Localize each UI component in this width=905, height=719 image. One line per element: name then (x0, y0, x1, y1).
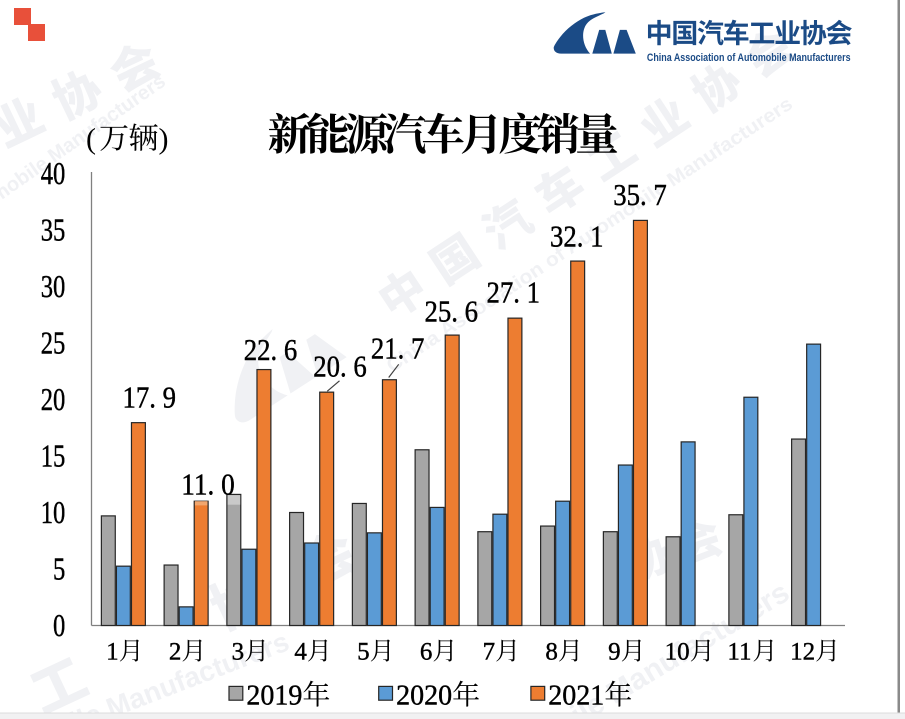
svg-text:22. 6: 22. 6 (244, 332, 298, 367)
svg-text:30: 30 (41, 269, 66, 304)
svg-text:10: 10 (41, 495, 66, 530)
svg-text:2020: 2020 (396, 681, 452, 712)
svg-text:5: 5 (357, 639, 370, 666)
svg-text:2021: 2021 (548, 681, 604, 712)
svg-text:12: 12 (790, 639, 815, 666)
svg-text:25: 25 (41, 325, 66, 360)
svg-text:11: 11 (727, 639, 751, 666)
svg-text:0: 0 (53, 608, 65, 643)
svg-text:8: 8 (545, 639, 558, 666)
svg-text:5: 5 (53, 551, 65, 586)
svg-text:(: ( (86, 123, 96, 156)
svg-text:10: 10 (665, 639, 690, 666)
svg-text:9: 9 (608, 639, 621, 666)
svg-text:21. 7: 21. 7 (371, 331, 425, 366)
svg-text:11. 0: 11. 0 (181, 467, 235, 502)
svg-text:20: 20 (41, 382, 66, 417)
svg-text:China Association of Automobil: China Association of Automobile Manufact… (647, 52, 851, 64)
svg-text:25. 6: 25. 6 (425, 293, 479, 328)
svg-text:15: 15 (41, 438, 66, 473)
svg-text:32. 1: 32. 1 (550, 219, 604, 254)
svg-text:2: 2 (169, 639, 182, 666)
svg-text:): ) (159, 123, 169, 156)
svg-text:6: 6 (420, 639, 433, 666)
svg-text:20. 6: 20. 6 (313, 349, 367, 384)
svg-text:17. 9: 17. 9 (122, 380, 176, 415)
svg-text:2019: 2019 (246, 681, 302, 712)
svg-text:35: 35 (41, 212, 66, 247)
svg-text:3: 3 (232, 639, 245, 666)
svg-text:35. 7: 35. 7 (613, 177, 667, 212)
svg-text:27. 1: 27. 1 (486, 275, 540, 310)
svg-text:40: 40 (41, 156, 66, 191)
svg-text:7: 7 (483, 639, 496, 666)
svg-text:4: 4 (294, 639, 307, 666)
svg-text:1: 1 (106, 639, 119, 666)
